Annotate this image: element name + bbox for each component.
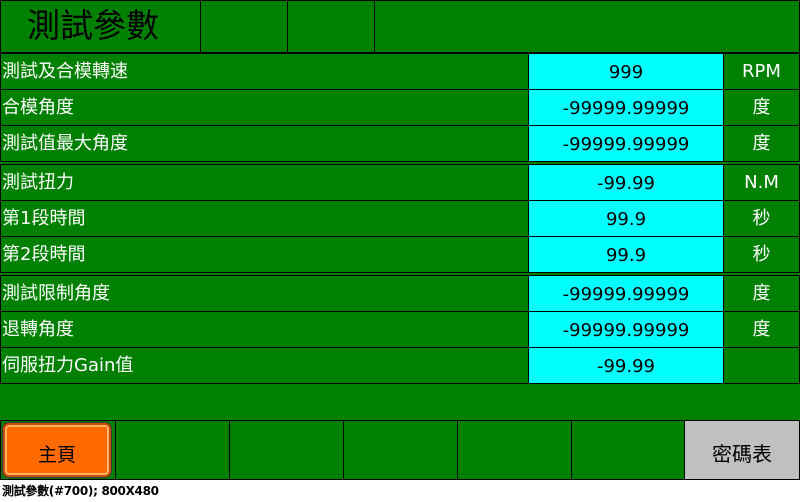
param-value-field[interactable]: -99.99	[528, 347, 724, 384]
header-blank-cell	[287, 0, 375, 53]
param-unit: N.M	[744, 172, 779, 193]
param-label: 測試扭力	[2, 172, 74, 193]
footer-blank-cell	[229, 420, 344, 480]
param-unit-cell	[723, 347, 800, 384]
param-row-label: 第2段時間	[0, 236, 530, 273]
param-label: 退轉角度	[2, 319, 74, 340]
param-value: 99.9	[605, 209, 647, 230]
param-row-label: 測試限制角度	[0, 275, 530, 312]
footer-blank-cell	[571, 420, 685, 480]
param-unit: 秒	[752, 244, 771, 265]
param-value: -99999.99999	[562, 134, 690, 155]
home-button-label: 主頁	[37, 444, 76, 466]
param-value: 999	[608, 62, 644, 83]
param-label: 測試限制角度	[2, 283, 110, 304]
hmi-screen: 測試參數 測試及合模轉速 999 RPM 合模角度 -99999.99999 度…	[0, 0, 800, 480]
param-value: -99.99	[596, 173, 656, 194]
password-table-button-label: 密碼表	[712, 442, 772, 466]
param-row-label: 測試扭力	[0, 164, 530, 201]
param-row-label: 測試及合模轉速	[0, 53, 530, 90]
param-unit: 度	[752, 283, 771, 304]
home-button[interactable]: 主頁	[3, 423, 111, 477]
param-row-label: 退轉角度	[0, 311, 530, 348]
param-label: 伺服扭力Gain值	[2, 355, 134, 376]
password-table-button[interactable]: 密碼表	[684, 420, 800, 480]
screen-caption: 測試參數(#700); 800X480	[2, 484, 159, 498]
header-blank-cell	[200, 0, 288, 53]
param-value-field[interactable]: 99.9	[528, 200, 724, 237]
param-label: 合模角度	[2, 97, 74, 118]
param-value-field[interactable]: -99999.99999	[528, 125, 724, 162]
param-value-field[interactable]: -99999.99999	[528, 89, 724, 126]
param-unit-cell: 度	[723, 125, 800, 162]
param-unit: 度	[752, 319, 771, 340]
param-unit-cell: 度	[723, 89, 800, 126]
param-value-field[interactable]: -99.99	[528, 164, 724, 201]
param-unit-cell: 度	[723, 275, 800, 312]
param-row-label: 伺服扭力Gain值	[0, 347, 530, 384]
footer-blank-cell	[115, 420, 230, 480]
footer-blank-cell	[343, 420, 458, 480]
param-label: 測試值最大角度	[2, 133, 128, 154]
param-unit-cell: N.M	[723, 164, 800, 201]
param-unit-cell: 度	[723, 311, 800, 348]
param-label: 第2段時間	[2, 244, 86, 265]
param-value: -99999.99999	[562, 98, 690, 119]
param-unit: 度	[752, 133, 771, 154]
param-value: -99.99	[596, 356, 656, 377]
param-row-label: 第1段時間	[0, 200, 530, 237]
param-unit: RPM	[742, 61, 781, 82]
param-unit-cell: RPM	[723, 53, 800, 90]
param-label: 測試及合模轉速	[2, 61, 128, 82]
param-row-label: 合模角度	[0, 89, 530, 126]
param-unit-cell: 秒	[723, 200, 800, 237]
page-title: 測試參數	[27, 6, 159, 45]
param-value-field[interactable]: 999	[528, 53, 724, 90]
footer-blank-cell	[457, 420, 572, 480]
param-value-field[interactable]: 99.9	[528, 236, 724, 273]
header-blank-cell	[374, 0, 800, 53]
param-unit: 秒	[752, 208, 771, 229]
param-value-field[interactable]: -99999.99999	[528, 311, 724, 348]
param-value: -99999.99999	[562, 320, 690, 341]
param-row-label: 測試值最大角度	[0, 125, 530, 162]
param-value: -99999.99999	[562, 284, 690, 305]
param-value: 99.9	[605, 245, 647, 266]
param-label: 第1段時間	[2, 208, 86, 229]
param-unit-cell: 秒	[723, 236, 800, 273]
param-unit: 度	[752, 97, 771, 118]
page-title-box: 測試參數	[0, 0, 201, 53]
param-value-field[interactable]: -99999.99999	[528, 275, 724, 312]
